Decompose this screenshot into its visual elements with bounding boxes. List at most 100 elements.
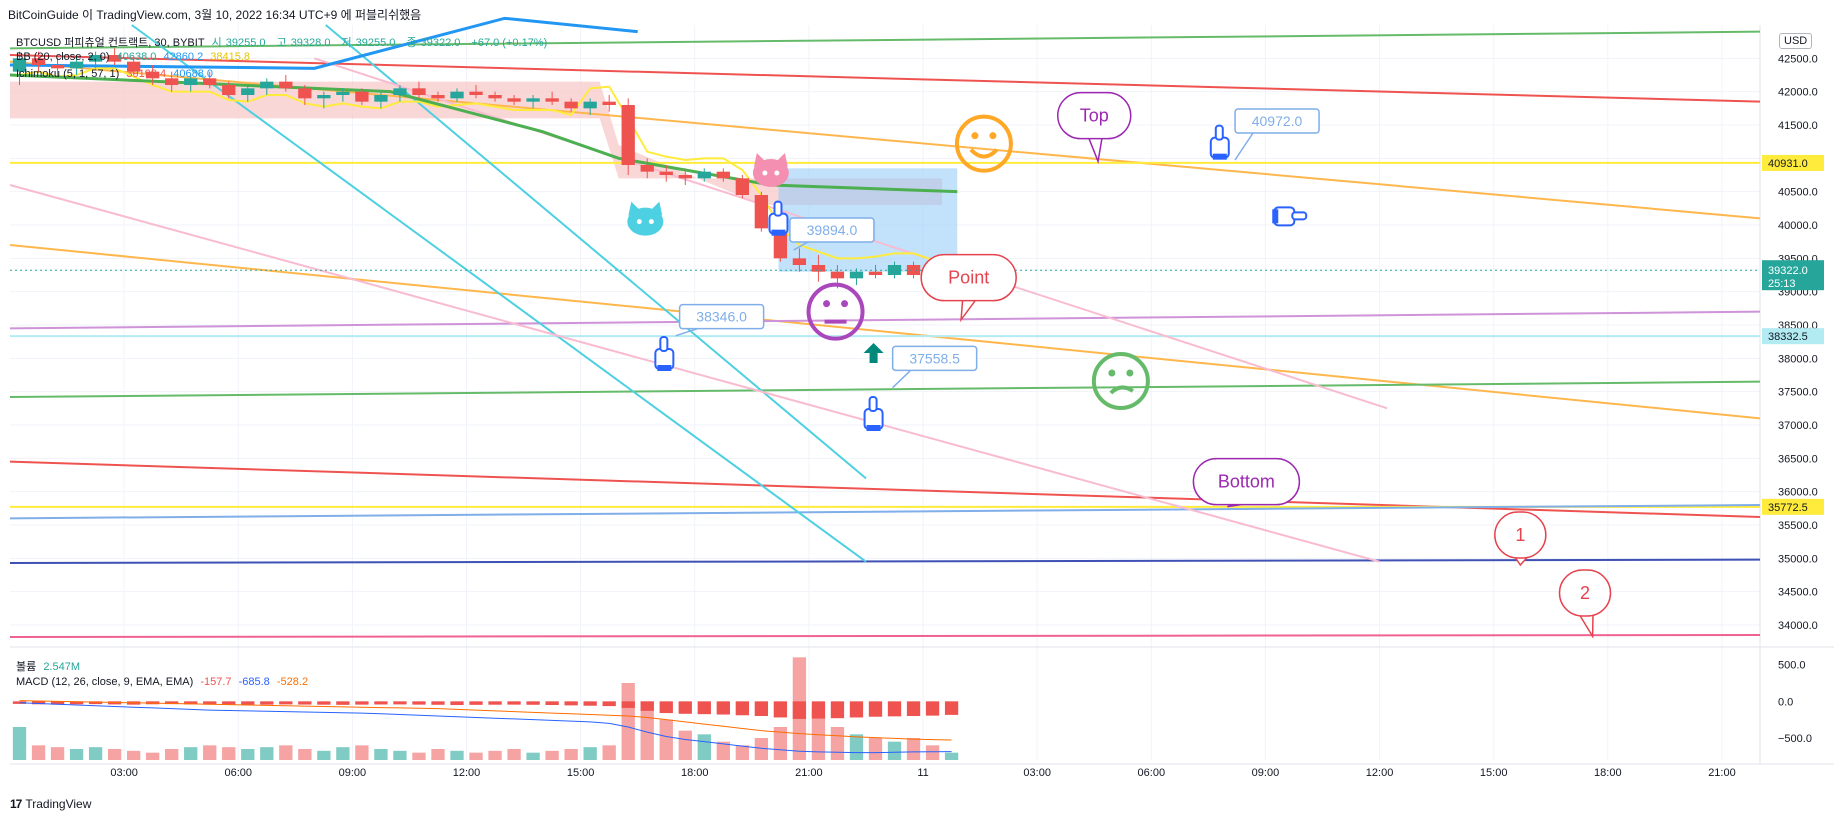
candle-body	[241, 88, 255, 95]
pointing-hand-icon	[1209, 124, 1230, 160]
last-price-bg	[1762, 260, 1824, 291]
macd-hist-bar	[906, 701, 921, 716]
macd-hist-bar	[412, 701, 426, 705]
ichimoku-cloud	[10, 81, 943, 205]
ichimoku-legend: Ichimoku (5, 1, 57, 1) 39199.4 40688.0	[16, 68, 217, 80]
candle-body	[887, 265, 902, 275]
currency-button[interactable]: USD	[1779, 33, 1813, 49]
callout-label: 37558.5	[909, 350, 960, 366]
candle-body	[355, 91, 369, 102]
volume-bar	[469, 752, 483, 760]
y-tick-label: 37000.0	[1778, 420, 1818, 432]
trendline	[9, 16, 638, 70]
bb-legend: BB (20, close, 2, 0) 40638.0 42860.2 384…	[16, 51, 254, 63]
volume-bar	[564, 749, 578, 760]
x-tick-label: 15:00	[1480, 767, 1508, 779]
candle-body	[849, 271, 864, 279]
macd-hist-bar	[887, 701, 902, 717]
volume-bar	[31, 745, 46, 760]
macd-tick-label: 0.0	[1778, 696, 1793, 708]
macd-hist-bar	[12, 701, 27, 704]
volume-bar	[336, 747, 350, 760]
price-label: 35772.5	[1768, 502, 1808, 514]
symbol-label: BTCUSD 퍼피츄얼 컨트랙트, 30, BYBIT	[16, 37, 205, 49]
volume-bar	[716, 741, 730, 760]
candle-body	[374, 95, 388, 102]
trendline	[9, 244, 1761, 420]
macd-hist-bar	[507, 701, 521, 705]
y-tick-label: 42000.0	[1778, 87, 1818, 99]
candle-body	[317, 95, 331, 99]
bubble-label: 2	[1580, 583, 1590, 603]
callout-label: 40972.0	[1252, 113, 1303, 129]
tradingview-footer[interactable]: 17 TradingView	[10, 797, 91, 811]
volume-bar	[621, 683, 635, 760]
macd-hist-bar	[659, 701, 673, 714]
y-tick-label: 34000.0	[1778, 620, 1818, 632]
volume-bar	[393, 750, 407, 760]
y-tick-label: 37500.0	[1778, 387, 1818, 399]
macd-hist-bar	[241, 701, 255, 705]
y-tick-label: 42500.0	[1778, 53, 1818, 65]
volume-label: 볼륨	[16, 661, 37, 673]
close-label: 종	[406, 37, 417, 49]
candle-body	[260, 81, 274, 89]
macd-hist-bar	[640, 701, 654, 711]
volume-legend: 볼륨 2.547M	[16, 658, 84, 674]
macd-hist-bar	[735, 701, 749, 716]
callout-box	[891, 345, 978, 372]
low-label: 저	[341, 37, 352, 49]
volume-bar	[488, 750, 502, 760]
bb-value-3: 38415.8	[210, 51, 251, 63]
volume-bar	[241, 749, 255, 760]
candle-body	[203, 78, 217, 85]
grid	[10, 25, 1760, 760]
trendline	[9, 504, 1761, 520]
volume-bar	[355, 745, 369, 760]
callout-box	[678, 303, 765, 330]
trendline	[325, 24, 867, 480]
volume-bar	[526, 752, 540, 760]
candle-body	[868, 271, 883, 275]
macd-hist-bar	[773, 701, 788, 718]
volume-bar	[868, 738, 883, 760]
pointing-hand-icon	[654, 336, 675, 371]
bb-label: BB (20, close, 2, 0)	[16, 51, 110, 63]
y-tick-label: 38000.0	[1778, 353, 1818, 365]
candle-body	[107, 55, 122, 62]
volume-bar	[431, 749, 445, 760]
pointing-hand-icon	[768, 200, 789, 236]
volume-bar	[697, 734, 711, 760]
pointing-hand-icon	[863, 396, 884, 431]
candle-body	[716, 171, 730, 179]
x-tick-label: 21:00	[1708, 767, 1736, 779]
price-label: 40931.0	[1768, 158, 1808, 170]
macd-hist-bar	[31, 701, 46, 705]
volume-bar	[69, 749, 84, 760]
up-arrow-icon	[863, 343, 884, 363]
x-tick-label: 11	[917, 767, 928, 779]
macd-hist-bar	[754, 701, 769, 716]
pointing-hand-icon	[1272, 206, 1308, 227]
volume-bar	[260, 747, 274, 760]
callout-box	[1234, 108, 1320, 134]
macd-hist-bar	[697, 701, 711, 715]
cat-mascot-icon	[627, 201, 664, 236]
trendline	[9, 380, 1761, 398]
macd-hist-bar	[165, 701, 179, 705]
volume-value: 2.547M	[43, 661, 81, 673]
macd-value-3: -528.2	[276, 676, 309, 688]
candle-body	[165, 78, 179, 85]
macd-hist-bar	[792, 701, 807, 719]
volume-bar	[12, 727, 27, 760]
bubble-box	[1558, 569, 1612, 617]
price-label-bg	[1762, 154, 1824, 171]
macd-value-2: -685.8	[238, 676, 270, 688]
ichimoku-value-2: 40688.0	[173, 68, 213, 80]
y-tick-label: 36000.0	[1778, 487, 1818, 499]
candle-body	[564, 101, 578, 109]
volume-bar	[222, 747, 236, 760]
volume-bar	[279, 745, 293, 760]
macd-hist-bar	[450, 701, 464, 705]
